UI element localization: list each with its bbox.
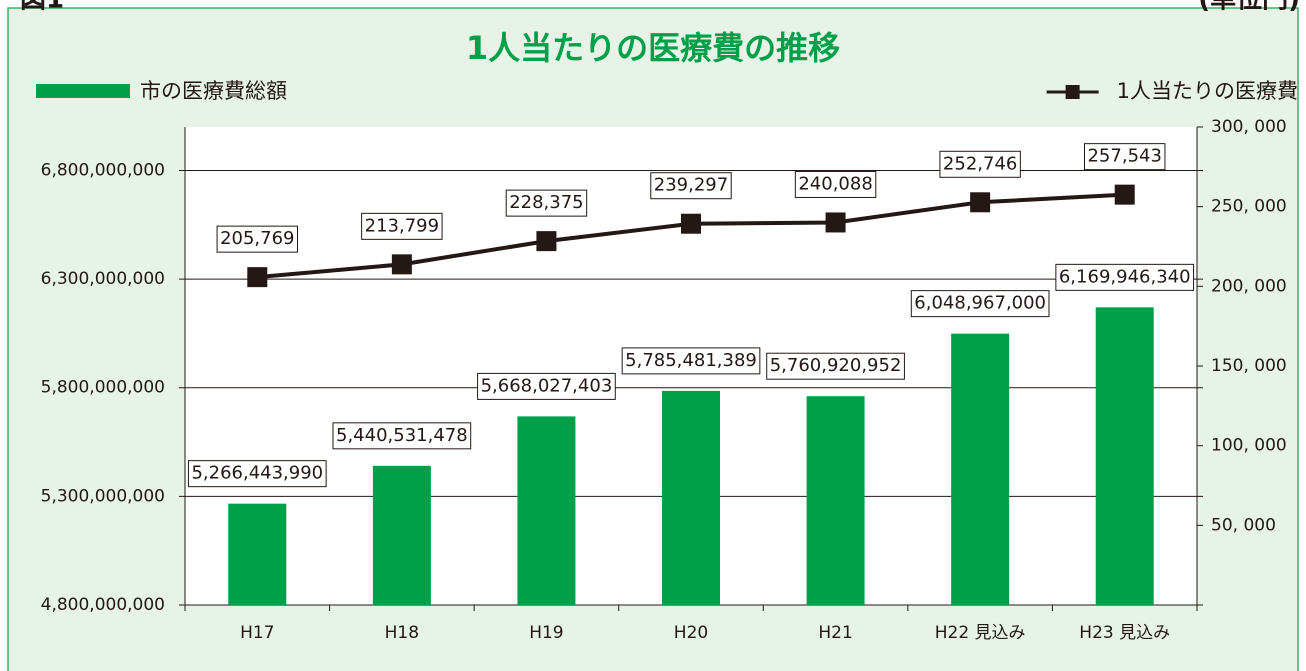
y2-tick-label: 300, 000 — [1211, 117, 1287, 137]
x-tick-label: H19 — [529, 623, 563, 643]
marker — [247, 267, 268, 288]
value-label: 213,799 — [365, 215, 439, 236]
value-label-box — [1055, 263, 1195, 291]
x-tick-label: H18 — [385, 623, 419, 643]
marker — [1114, 184, 1135, 205]
value-label-box — [939, 150, 1021, 178]
value-label-box — [187, 460, 327, 488]
y-tick-label: 5,300,000,000 — [41, 486, 165, 506]
x-tick-label: H22 見込み — [935, 623, 1026, 643]
figure-label: 図1 — [20, 0, 64, 15]
marker — [391, 254, 412, 275]
y-tick-label: 6,300,000,000 — [41, 269, 165, 289]
y-tick-label: 4,800,000,000 — [41, 595, 165, 615]
value-label: 240,088 — [798, 173, 872, 194]
value-label: 252,746 — [943, 153, 1017, 174]
y-tick-label: 5,800,000,000 — [41, 378, 165, 398]
legend-label: 市の医療費総額 — [140, 79, 287, 103]
value-label: 205,769 — [220, 228, 294, 249]
y2-tick-label: 200, 000 — [1211, 276, 1287, 296]
y2-tick-label: 250, 000 — [1211, 197, 1287, 217]
value-label-box — [794, 170, 877, 198]
value-label: 239,297 — [654, 175, 728, 196]
value-label-box — [650, 172, 732, 200]
value-label: 5,440,531,478 — [336, 425, 468, 446]
value-label: 257,543 — [1087, 146, 1161, 167]
value-label-box — [332, 422, 472, 450]
value-label-box — [477, 372, 616, 400]
marker — [536, 231, 557, 252]
value-label: 5,668,027,403 — [481, 375, 613, 396]
bar — [372, 465, 431, 605]
value-label: 6,169,946,340 — [1059, 266, 1191, 287]
x-tick-label: H23 見込み — [1079, 623, 1170, 643]
x-tick-label: H21 — [818, 623, 852, 643]
value-label: 6,048,967,000 — [914, 293, 1046, 314]
bar — [951, 333, 1010, 605]
legend-marker — [1065, 85, 1080, 99]
y2-tick-label: 100, 000 — [1211, 436, 1287, 456]
value-label-box — [216, 225, 299, 253]
value-label-box — [766, 352, 905, 380]
value-label: 228,375 — [509, 192, 583, 213]
value-label-box — [1083, 143, 1166, 171]
marker — [825, 212, 846, 233]
y2-tick-label: 150, 000 — [1211, 356, 1287, 376]
value-label-box — [361, 212, 443, 240]
unit: (単位円) — [1198, 0, 1300, 15]
value-label-box — [621, 347, 761, 375]
legend-label: 1人当たりの医療費 — [1117, 79, 1298, 103]
bar — [228, 503, 287, 605]
value-label: 5,266,443,990 — [191, 463, 323, 484]
bar — [662, 390, 720, 605]
value-label: 5,785,481,389 — [625, 350, 757, 371]
legend-swatch — [36, 84, 130, 98]
x-tick-label: H20 — [674, 623, 708, 643]
bar — [806, 396, 865, 605]
marker — [681, 213, 701, 234]
x-tick-label: H17 — [240, 623, 274, 643]
bar — [517, 416, 576, 605]
bar — [1095, 307, 1154, 605]
value-label: 5,760,920,952 — [770, 355, 902, 376]
value-label-box — [910, 290, 1050, 318]
y2-tick-label: 50, 000 — [1211, 515, 1276, 535]
chart-title: 1人当たりの医療費の推移 — [466, 29, 840, 67]
y-tick-label: 6,800,000,000 — [41, 160, 165, 180]
value-label-box — [505, 189, 588, 217]
marker — [970, 192, 991, 213]
